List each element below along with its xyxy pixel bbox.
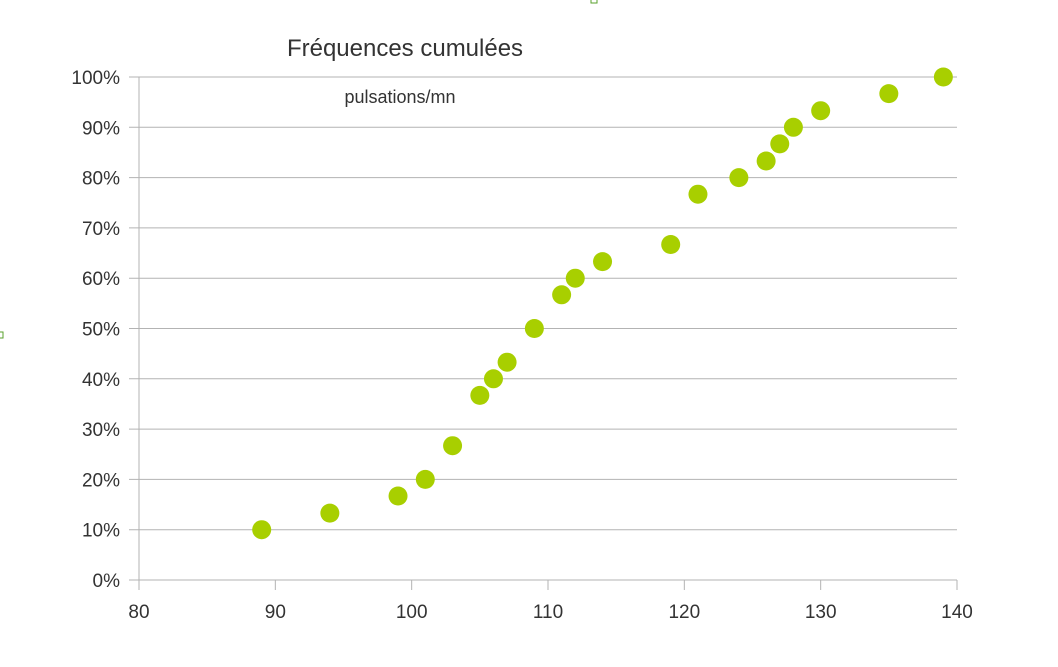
y-tick-label: 70% [82,219,120,240]
y-tick-label: 60% [82,269,120,290]
y-tick-label: 30% [82,420,120,441]
y-tick-label: 100% [71,68,120,89]
y-tick-label: 0% [93,571,121,592]
axes [138,77,957,590]
data-point [729,168,749,188]
data-point [415,469,435,489]
data-point [756,151,776,171]
data-point [483,369,503,389]
data-point [783,117,803,137]
data-point [593,252,613,272]
data-point [811,101,831,121]
data-points [252,67,953,540]
y-tick-label: 50% [82,320,120,341]
data-point [565,268,585,288]
selection-handle-left[interactable] [0,331,4,339]
x-tick-label: 110 [533,602,563,623]
y-tick-label: 20% [82,470,120,491]
data-point [470,385,490,405]
data-point [443,436,463,456]
data-point [524,319,544,338]
x-tick-label: 80 [128,602,149,623]
x-axis-ticks: 80 90 100 110 120 130 140 [128,580,973,623]
data-point [688,184,708,204]
chart-title: Fréquences cumulées [287,35,523,62]
data-point [388,486,408,506]
data-point [661,234,681,254]
data-point [552,285,572,305]
data-point [770,134,790,154]
y-tick-label: 80% [82,169,120,190]
y-tick-label: 40% [82,370,120,391]
x-tick-label: 120 [668,602,700,623]
data-point [252,520,272,540]
data-point [879,84,899,104]
x-tick-label: 130 [805,602,837,623]
data-point [933,67,953,87]
data-point [320,503,340,523]
data-point [497,352,517,372]
x-tick-label: 90 [265,602,286,623]
selection-handle-top[interactable] [590,0,598,4]
x-tick-label: 100 [396,602,428,623]
y-tick-label: 10% [82,521,120,542]
x-tick-label: 140 [941,602,973,623]
y-axis-ticks: 0% 10% 20% 30% 40% 50% 60% 70% 80% 90% 100% [71,68,120,592]
y-tick-label: 90% [82,118,120,139]
chart-annotation: pulsations/mn [344,87,455,107]
